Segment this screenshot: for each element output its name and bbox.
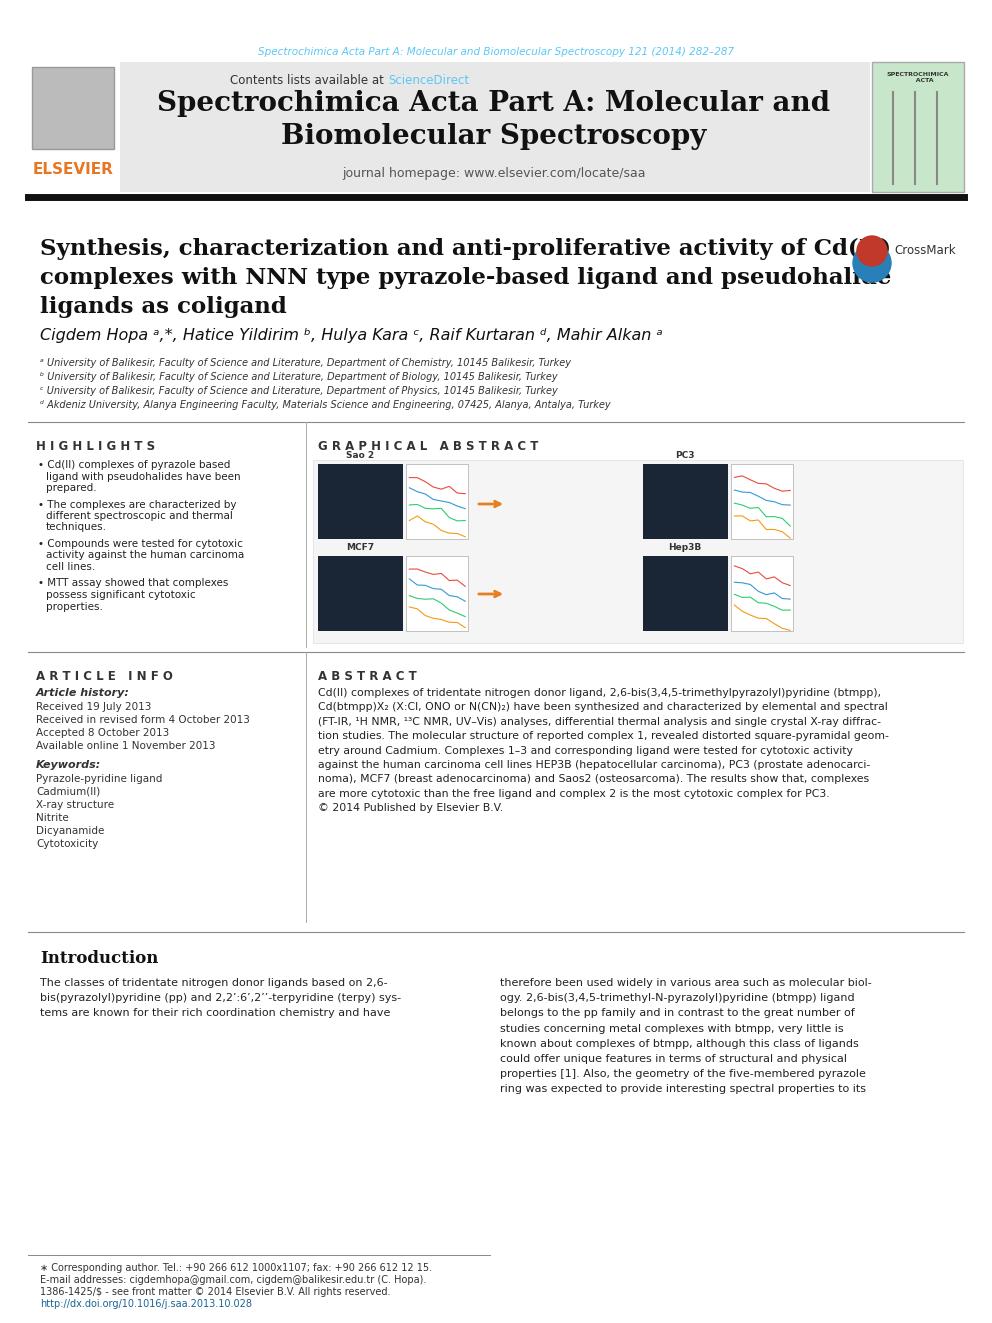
Text: ELSEVIER: ELSEVIER bbox=[33, 163, 113, 177]
Text: techniques.: techniques. bbox=[46, 523, 107, 532]
Text: Contents lists available at: Contents lists available at bbox=[230, 74, 388, 86]
Text: X-ray structure: X-ray structure bbox=[36, 800, 114, 810]
Text: • Cd(II) complexes of pyrazole based: • Cd(II) complexes of pyrazole based bbox=[38, 460, 230, 470]
Text: Cytotoxicity: Cytotoxicity bbox=[36, 839, 98, 849]
Text: Sao 2: Sao 2 bbox=[346, 451, 374, 460]
Text: Dicyanamide: Dicyanamide bbox=[36, 826, 104, 836]
Text: A R T I C L E   I N F O: A R T I C L E I N F O bbox=[36, 669, 173, 683]
FancyBboxPatch shape bbox=[643, 556, 728, 631]
FancyBboxPatch shape bbox=[118, 62, 870, 192]
Text: possess significant cytotoxic: possess significant cytotoxic bbox=[46, 590, 195, 601]
FancyBboxPatch shape bbox=[872, 62, 964, 192]
FancyBboxPatch shape bbox=[32, 67, 114, 149]
Text: ᶜ University of Balikesir, Faculty of Science and Literature, Department of Phys: ᶜ University of Balikesir, Faculty of Sc… bbox=[40, 386, 558, 396]
Text: E-mail addresses: cigdemhopa@gmail.com, cigdem@balikesir.edu.tr (C. Hopa).: E-mail addresses: cigdemhopa@gmail.com, … bbox=[40, 1275, 427, 1285]
Text: Keywords:: Keywords: bbox=[36, 759, 101, 770]
Text: journal homepage: www.elsevier.com/locate/saa: journal homepage: www.elsevier.com/locat… bbox=[342, 168, 646, 180]
Text: SPECTROCHIMICA
      ACTA: SPECTROCHIMICA ACTA bbox=[887, 71, 949, 83]
Text: • Compounds were tested for cytotoxic: • Compounds were tested for cytotoxic bbox=[38, 538, 243, 549]
FancyBboxPatch shape bbox=[318, 556, 404, 631]
Text: Received 19 July 2013: Received 19 July 2013 bbox=[36, 703, 152, 712]
Text: Available online 1 November 2013: Available online 1 November 2013 bbox=[36, 741, 215, 751]
FancyBboxPatch shape bbox=[407, 464, 468, 538]
Text: cell lines.: cell lines. bbox=[46, 562, 95, 572]
Text: • The complexes are characterized by: • The complexes are characterized by bbox=[38, 500, 236, 509]
Text: ScienceDirect: ScienceDirect bbox=[388, 74, 469, 86]
Circle shape bbox=[857, 235, 887, 266]
Text: Cd(II) complexes of tridentate nitrogen donor ligand, 2,6-bis(3,4,5-trimethylpyr: Cd(II) complexes of tridentate nitrogen … bbox=[318, 688, 889, 814]
FancyBboxPatch shape bbox=[731, 556, 794, 631]
Text: Received in revised form 4 October 2013: Received in revised form 4 October 2013 bbox=[36, 714, 250, 725]
Text: Spectrochimica Acta Part A: Molecular and
Biomolecular Spectroscopy: Spectrochimica Acta Part A: Molecular an… bbox=[158, 90, 830, 149]
Text: Hep3B: Hep3B bbox=[669, 542, 701, 552]
Text: A B S T R A C T: A B S T R A C T bbox=[318, 669, 417, 683]
FancyBboxPatch shape bbox=[318, 464, 404, 538]
Text: ∗ Corresponding author. Tel.: +90 266 612 1000x1107; fax: +90 266 612 12 15.: ∗ Corresponding author. Tel.: +90 266 61… bbox=[40, 1263, 433, 1273]
FancyBboxPatch shape bbox=[643, 464, 728, 538]
FancyBboxPatch shape bbox=[28, 62, 120, 192]
FancyBboxPatch shape bbox=[313, 460, 963, 643]
Text: ligand with pseudohalides have been: ligand with pseudohalides have been bbox=[46, 471, 241, 482]
Text: Spectrochimica Acta Part A: Molecular and Biomolecular Spectroscopy 121 (2014) 2: Spectrochimica Acta Part A: Molecular an… bbox=[258, 48, 734, 57]
Text: http://dx.doi.org/10.1016/j.saa.2013.10.028: http://dx.doi.org/10.1016/j.saa.2013.10.… bbox=[40, 1299, 252, 1308]
Text: ᵃ University of Balikesir, Faculty of Science and Literature, Department of Chem: ᵃ University of Balikesir, Faculty of Sc… bbox=[40, 359, 571, 368]
Text: prepared.: prepared. bbox=[46, 483, 96, 493]
Text: ᵇ University of Balikesir, Faculty of Science and Literature, Department of Biol: ᵇ University of Balikesir, Faculty of Sc… bbox=[40, 372, 558, 382]
Text: ᵈ Akdeniz University, Alanya Engineering Faculty, Materials Science and Engineer: ᵈ Akdeniz University, Alanya Engineering… bbox=[40, 400, 611, 410]
Text: MCF7: MCF7 bbox=[346, 542, 374, 552]
Text: PC3: PC3 bbox=[676, 451, 694, 460]
Text: properties.: properties. bbox=[46, 602, 103, 611]
FancyBboxPatch shape bbox=[731, 464, 794, 538]
Text: • MTT assay showed that complexes: • MTT assay showed that complexes bbox=[38, 578, 228, 589]
Text: Cadmium(II): Cadmium(II) bbox=[36, 787, 100, 796]
Text: 1386-1425/$ - see front matter © 2014 Elsevier B.V. All rights reserved.: 1386-1425/$ - see front matter © 2014 El… bbox=[40, 1287, 391, 1297]
Text: activity against the human carcinoma: activity against the human carcinoma bbox=[46, 550, 244, 561]
FancyBboxPatch shape bbox=[407, 556, 468, 631]
Text: Synthesis, characterization and anti-proliferative activity of Cd(II)
complexes : Synthesis, characterization and anti-pro… bbox=[40, 238, 892, 318]
Text: different spectroscopic and thermal: different spectroscopic and thermal bbox=[46, 511, 233, 521]
Text: Accepted 8 October 2013: Accepted 8 October 2013 bbox=[36, 728, 170, 738]
Text: Introduction: Introduction bbox=[40, 950, 159, 967]
Text: Pyrazole-pyridine ligand: Pyrazole-pyridine ligand bbox=[36, 774, 163, 785]
Text: G R A P H I C A L   A B S T R A C T: G R A P H I C A L A B S T R A C T bbox=[318, 441, 539, 452]
Text: Nitrite: Nitrite bbox=[36, 814, 68, 823]
Circle shape bbox=[853, 243, 891, 282]
Text: CrossMark: CrossMark bbox=[894, 245, 955, 258]
Text: H I G H L I G H T S: H I G H L I G H T S bbox=[36, 441, 155, 452]
Text: The classes of tridentate nitrogen donor ligands based on 2,6-
bis(pyrazolyl)pyr: The classes of tridentate nitrogen donor… bbox=[40, 978, 401, 1019]
Text: Article history:: Article history: bbox=[36, 688, 130, 699]
Text: Cigdem Hopa ᵃ,*, Hatice Yildirim ᵇ, Hulya Kara ᶜ, Raif Kurtaran ᵈ, Mahir Alkan ᵃ: Cigdem Hopa ᵃ,*, Hatice Yildirim ᵇ, Huly… bbox=[40, 328, 663, 343]
Text: therefore been used widely in various area such as molecular biol-
ogy. 2,6-bis(: therefore been used widely in various ar… bbox=[500, 978, 872, 1094]
